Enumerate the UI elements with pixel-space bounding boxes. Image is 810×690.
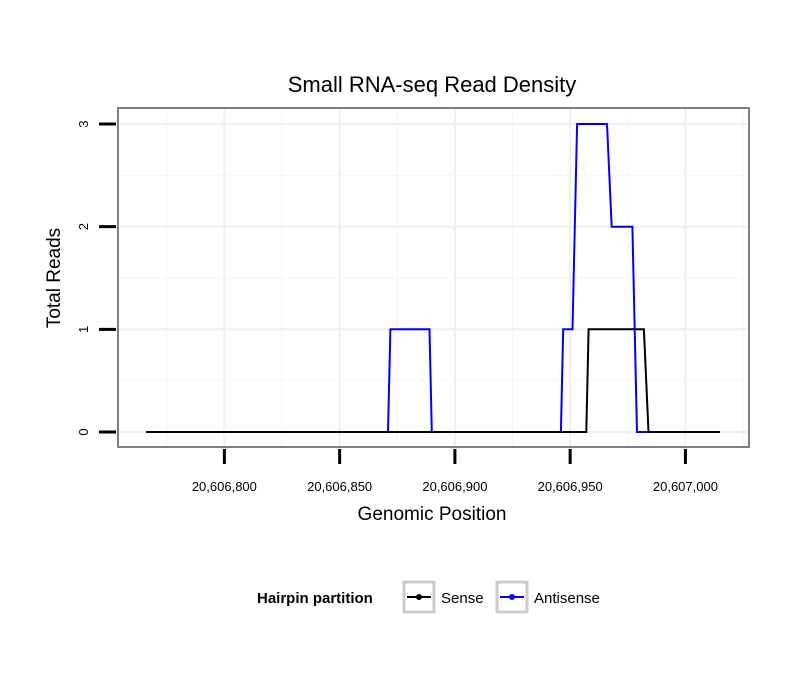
legend-label-antisense: Antisense (534, 590, 600, 607)
x-axis: 20,606,800 20,606,850 20,606,900 20,606,950… (192, 449, 718, 494)
y-tick-label: 2 (76, 223, 91, 230)
x-tick-label: 20,606,950 (538, 479, 603, 494)
x-axis-title: Genomic Position (358, 504, 507, 525)
y-tick-label: 1 (76, 326, 91, 333)
x-tick-label: 20,606,900 (422, 479, 487, 494)
x-tick-label: 20,606,850 (307, 479, 372, 494)
legend: Hairpin partition Sense Antisense (257, 580, 600, 614)
x-tick-label: 20,606,800 (192, 479, 257, 494)
legend-title: Hairpin partition (257, 590, 373, 607)
grid (118, 108, 749, 447)
x-tick-label: 20,607,000 (653, 479, 718, 494)
y-tick-label: 3 (76, 120, 91, 127)
series-layer (146, 123, 720, 433)
legend-key-point (416, 594, 422, 600)
legend-key-point (509, 594, 515, 600)
plot-frame (117, 107, 750, 448)
series-line-antisense (146, 123, 720, 433)
y-axis: 0 1 2 3 (76, 120, 116, 436)
legend-label-sense: Sense (441, 590, 484, 607)
series-line-sense (146, 328, 720, 433)
y-tick-label: 0 (76, 428, 91, 435)
y-axis-title: Total Reads (44, 228, 65, 328)
chart-title: Small RNA-seq Read Density (288, 72, 577, 97)
